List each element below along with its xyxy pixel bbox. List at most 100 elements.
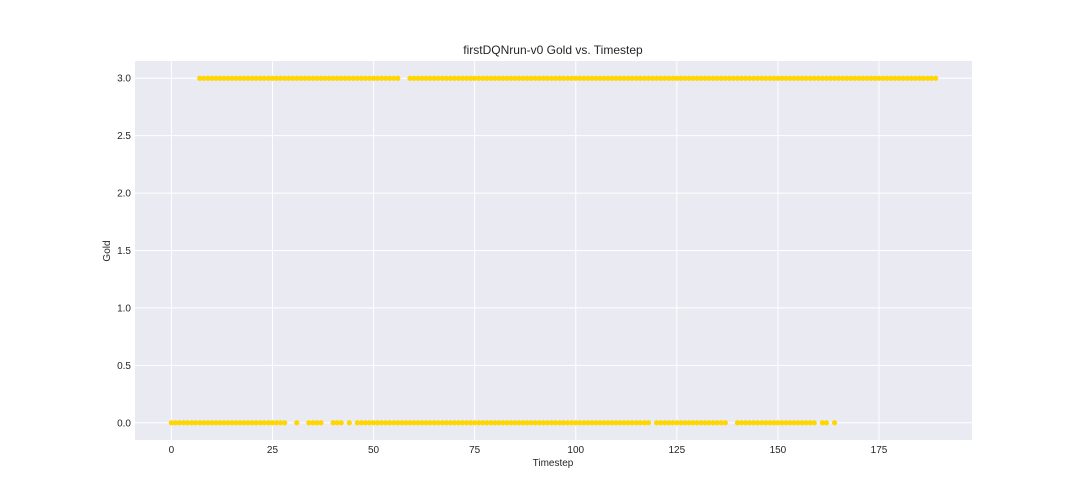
data-point xyxy=(225,420,231,426)
data-point xyxy=(686,75,692,81)
data-point xyxy=(387,420,393,426)
data-point xyxy=(645,420,652,426)
data-point xyxy=(548,420,555,426)
data-point xyxy=(686,420,692,426)
data-point xyxy=(666,420,672,426)
data-point xyxy=(609,420,615,426)
data-point xyxy=(544,75,551,81)
data-point xyxy=(617,420,623,426)
data-point xyxy=(516,420,522,426)
data-point xyxy=(524,420,530,426)
data-point xyxy=(775,420,781,426)
data-point xyxy=(742,75,749,81)
data-point xyxy=(370,420,377,426)
data-point xyxy=(484,420,490,426)
data-point xyxy=(601,75,607,81)
data-point xyxy=(504,75,510,81)
y-tick-label: 1.0 xyxy=(117,303,131,314)
data-point xyxy=(654,75,660,81)
y-tick-label: 2.0 xyxy=(117,189,131,200)
data-point xyxy=(342,75,348,81)
data-point xyxy=(261,420,267,426)
data-point xyxy=(734,420,741,426)
data-point xyxy=(237,75,243,81)
data-point xyxy=(807,420,813,426)
data-point xyxy=(419,75,425,81)
data-point xyxy=(488,420,494,426)
x-tick-label: 125 xyxy=(668,445,685,456)
data-point xyxy=(472,420,478,426)
data-point xyxy=(233,420,239,426)
data-point xyxy=(354,420,360,426)
data-point xyxy=(334,75,340,81)
data-point xyxy=(791,420,797,426)
data-point xyxy=(670,420,676,426)
data-point xyxy=(532,75,538,81)
data-point xyxy=(241,75,247,81)
data-point xyxy=(314,420,320,426)
data-point xyxy=(722,420,728,426)
data-point xyxy=(641,420,648,426)
data-point xyxy=(439,75,445,81)
x-tick-label: 75 xyxy=(469,445,481,456)
data-point xyxy=(370,75,377,81)
data-point xyxy=(346,420,352,426)
data-point xyxy=(848,75,854,81)
data-point xyxy=(694,420,700,426)
data-point xyxy=(609,75,615,81)
data-point xyxy=(294,75,300,81)
data-point xyxy=(783,75,789,81)
data-point xyxy=(290,75,296,81)
data-point xyxy=(589,75,595,81)
data-point xyxy=(253,75,259,81)
data-point xyxy=(573,420,579,426)
data-point xyxy=(734,75,741,81)
data-point xyxy=(775,75,781,81)
data-point xyxy=(253,420,259,426)
data-point xyxy=(755,420,761,426)
data-point xyxy=(431,420,437,426)
data-point xyxy=(201,420,207,426)
data-point xyxy=(520,420,526,426)
data-point xyxy=(346,75,352,81)
y-tick-label: 0.0 xyxy=(117,418,131,429)
data-point xyxy=(924,75,931,81)
data-point xyxy=(241,420,247,426)
data-point xyxy=(306,420,312,426)
data-point xyxy=(310,420,316,426)
data-point xyxy=(427,75,433,81)
data-point xyxy=(379,420,385,426)
data-point xyxy=(759,420,765,426)
data-point xyxy=(787,75,793,81)
data-point xyxy=(928,75,935,81)
y-axis-ticks: 0.0 0.5 1.0 1.5 2.0 2.5 3.0 xyxy=(117,74,131,430)
data-point xyxy=(249,75,255,81)
data-point xyxy=(387,75,393,81)
data-point xyxy=(399,420,405,426)
data-point xyxy=(888,75,894,81)
data-point xyxy=(593,420,599,426)
data-point xyxy=(492,75,498,81)
data-point xyxy=(556,75,563,81)
data-point xyxy=(480,75,486,81)
data-point xyxy=(476,420,482,426)
data-point xyxy=(209,75,215,81)
data-point xyxy=(435,420,441,426)
data-point xyxy=(213,420,219,426)
x-tick-label: 175 xyxy=(871,445,888,456)
data-point xyxy=(391,75,397,81)
data-point xyxy=(803,75,809,81)
data-point xyxy=(658,420,664,426)
data-point xyxy=(463,420,470,426)
data-point xyxy=(844,75,850,81)
data-point xyxy=(318,420,324,426)
data-point xyxy=(447,75,453,81)
data-point xyxy=(455,75,462,81)
x-tick-label: 100 xyxy=(567,445,584,456)
data-point xyxy=(714,75,720,81)
data-point xyxy=(795,420,801,426)
data-point xyxy=(690,75,696,81)
data-point xyxy=(500,75,506,81)
data-point xyxy=(496,75,502,81)
